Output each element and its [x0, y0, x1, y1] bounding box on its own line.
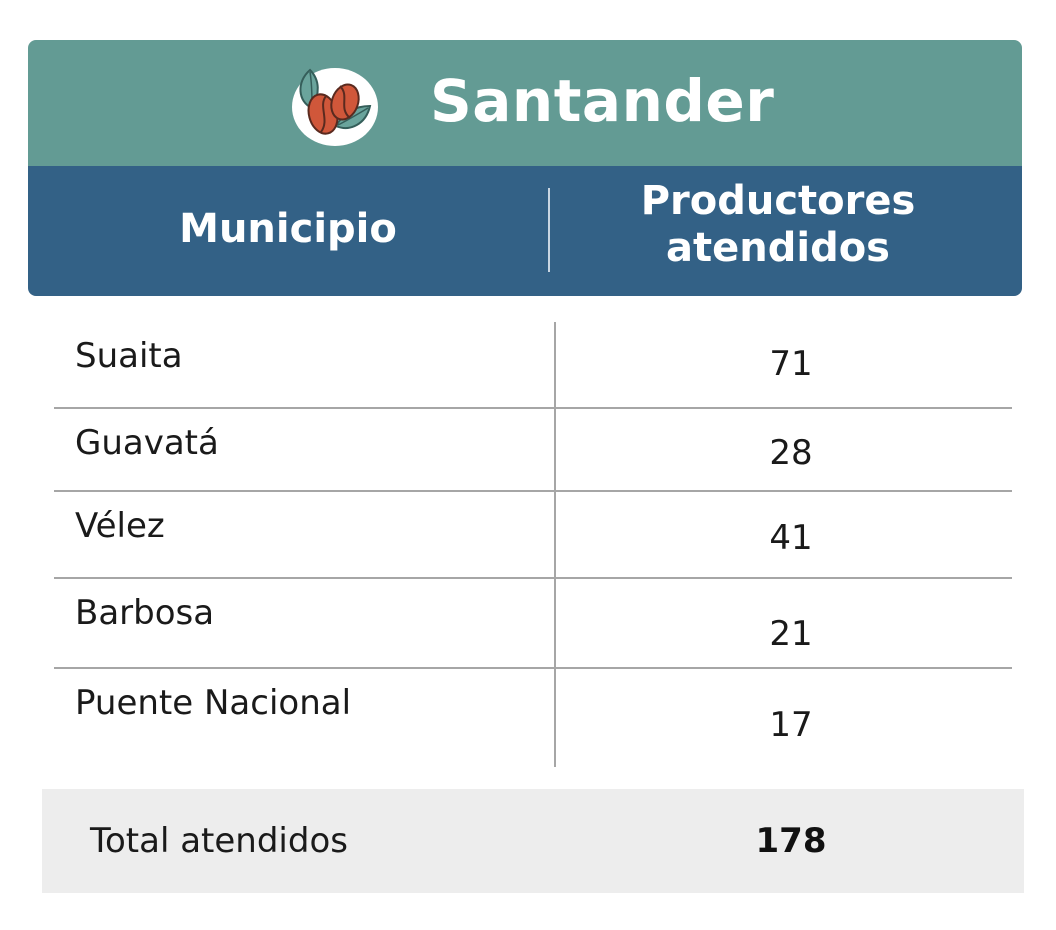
cell-municipio: Suaita	[75, 336, 183, 376]
table-body: Suaita 71 Guavatá 28 Vélez 41 Barbosa 21…	[54, 322, 1012, 767]
column-header-productores-line1: Productores	[640, 178, 916, 224]
total-row: Total atendidos 178	[42, 789, 1024, 893]
cell-municipio: Barbosa	[75, 593, 215, 633]
table-row: Vélez 41	[54, 492, 1012, 579]
cell-productores: 17	[769, 705, 813, 745]
cell-productores: 21	[769, 614, 813, 654]
column-header-divider	[548, 188, 550, 272]
row-divider	[554, 409, 556, 490]
coffee-bean-icon	[292, 68, 378, 146]
table-row: Suaita 71	[54, 322, 1012, 409]
title-bar: Santander	[28, 40, 1022, 166]
row-divider	[554, 492, 556, 577]
table-header-card: Santander Municipio Productores atendido…	[28, 40, 1022, 296]
row-divider	[554, 322, 556, 407]
row-divider	[554, 669, 556, 767]
column-header-productores: Productores atendidos	[568, 178, 988, 272]
page-title: Santander	[430, 67, 775, 135]
row-divider	[554, 579, 556, 667]
cell-municipio: Vélez	[75, 506, 165, 546]
table-row: Barbosa 21	[54, 579, 1012, 669]
column-header-municipio: Municipio	[179, 206, 397, 252]
table-row: Puente Nacional 17	[54, 669, 1012, 767]
cell-productores: 28	[769, 433, 813, 473]
cell-municipio: Guavatá	[75, 423, 219, 463]
table-row: Guavatá 28	[54, 409, 1012, 492]
total-value: 178	[755, 821, 827, 861]
column-header-row: Municipio Productores atendidos	[28, 166, 1022, 296]
cell-productores: 71	[769, 344, 813, 384]
total-label: Total atendidos	[90, 821, 348, 861]
column-header-productores-line2: atendidos	[666, 225, 890, 271]
cell-municipio: Puente Nacional	[75, 683, 352, 723]
cell-productores: 41	[769, 518, 813, 558]
